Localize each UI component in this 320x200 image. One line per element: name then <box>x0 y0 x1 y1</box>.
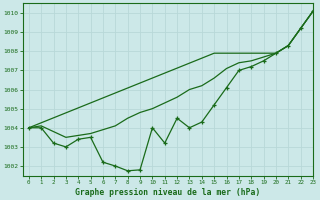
X-axis label: Graphe pression niveau de la mer (hPa): Graphe pression niveau de la mer (hPa) <box>75 188 260 197</box>
